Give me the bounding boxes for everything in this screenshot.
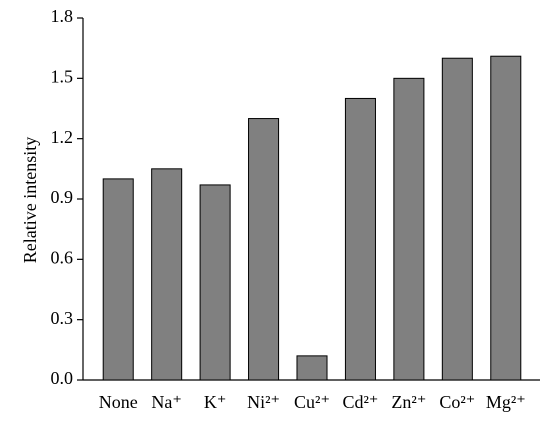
x-tick-label: Co²⁺ <box>439 392 475 412</box>
y-tick-label: 1.5 <box>51 66 74 86</box>
x-tick-label: Mg²⁺ <box>486 392 526 412</box>
y-tick-label: 0.6 <box>51 247 74 267</box>
bar <box>490 55 522 381</box>
bar <box>102 178 134 381</box>
x-tick-label: Cd²⁺ <box>342 392 378 412</box>
y-tick-label: 0.3 <box>51 308 74 328</box>
x-tick-label: K⁺ <box>204 392 227 412</box>
y-tick-label: 0.9 <box>51 187 74 207</box>
x-tick-label: None <box>99 392 138 412</box>
x-tick-label: Zn²⁺ <box>391 392 426 412</box>
bar <box>344 97 376 381</box>
bar <box>151 168 183 381</box>
y-tick-label: 1.2 <box>51 127 74 147</box>
y-tick-label: 0.0 <box>51 368 74 388</box>
bar <box>393 77 425 381</box>
x-tick-label: Cu²⁺ <box>294 392 330 412</box>
x-tick-label: Na⁺ <box>151 392 182 412</box>
y-axis-label: Relative intensity <box>20 137 40 263</box>
bar <box>441 57 473 381</box>
y-tick-label: 1.8 <box>51 6 74 26</box>
bar <box>199 184 231 381</box>
bar <box>296 355 328 381</box>
bar <box>248 118 280 381</box>
x-tick-label: Ni²⁺ <box>247 392 280 412</box>
